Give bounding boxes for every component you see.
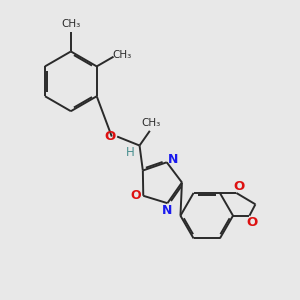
- Text: H: H: [126, 146, 134, 160]
- Text: O: O: [105, 130, 116, 143]
- Text: CH₃: CH₃: [142, 118, 161, 128]
- Text: N: N: [168, 153, 178, 166]
- Text: O: O: [130, 189, 141, 202]
- Text: O: O: [246, 216, 257, 229]
- Text: CH₃: CH₃: [61, 19, 80, 29]
- Text: O: O: [233, 180, 244, 193]
- Text: CH₃: CH₃: [112, 50, 131, 60]
- Text: N: N: [162, 204, 172, 217]
